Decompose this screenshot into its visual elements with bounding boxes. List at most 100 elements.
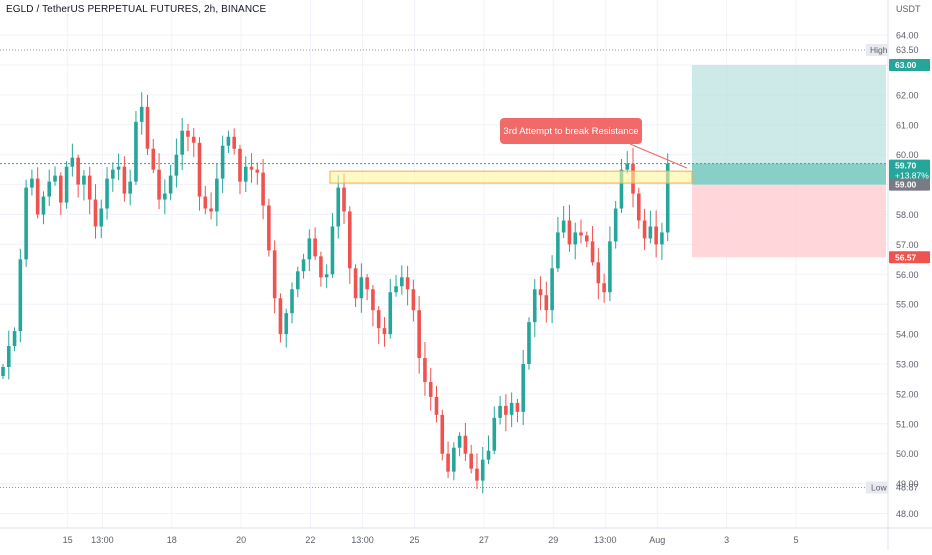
candle-body (272, 250, 277, 299)
candle-body (295, 271, 300, 290)
candle-body (105, 178, 109, 209)
candle-body (440, 414, 445, 454)
stop-badge-text: 56.57 (895, 252, 917, 262)
price-badge-text: 59.70 (895, 161, 917, 171)
candle-body (30, 178, 34, 188)
stop-zone (692, 184, 886, 258)
y-tick-label: 50.00 (896, 449, 919, 459)
candle-body (411, 289, 416, 311)
target-badge-bg (889, 59, 930, 71)
candle-body (544, 295, 549, 311)
candle-body (151, 148, 156, 170)
candle-body (584, 235, 589, 242)
candle-body (602, 283, 606, 293)
x-tick-label: 5 (793, 535, 798, 545)
candle-body (342, 187, 346, 212)
y-tick-label: 48.00 (896, 509, 919, 519)
candle-body (145, 106, 150, 149)
candle-body (428, 381, 433, 397)
candle-body (76, 157, 80, 185)
candle-body (388, 292, 393, 335)
candle-body (139, 106, 144, 122)
candle-body (307, 238, 312, 260)
candle-body (619, 169, 624, 209)
candle-body (134, 121, 138, 182)
candle-body (567, 220, 572, 245)
low-value: 48.87 (896, 482, 919, 492)
y-tick-label: 51.00 (896, 419, 919, 429)
candle-body (70, 157, 75, 167)
candle-body (290, 289, 294, 314)
candle-body (238, 148, 242, 182)
candle-body (168, 175, 173, 194)
candle-body (625, 163, 630, 170)
candle-body (261, 172, 265, 206)
candle-body (504, 405, 508, 415)
candle-body (642, 220, 647, 239)
candle-body (174, 154, 179, 176)
target-badge-text: 63.00 (895, 60, 917, 70)
candle-body (336, 187, 341, 227)
candle-body (590, 241, 595, 263)
candle-body (457, 435, 462, 448)
candle-body (538, 289, 543, 296)
x-tick-label: 13:00 (594, 535, 617, 545)
x-tick-label: Aug (649, 535, 665, 545)
entry-badge-bg (889, 178, 930, 191)
y-tick-label: 53.00 (896, 360, 919, 370)
candle-body (521, 364, 525, 412)
y-tick-label: 55.00 (896, 300, 919, 310)
low-tag-bg (866, 481, 888, 494)
candle-body (35, 178, 40, 215)
candle-body (111, 169, 115, 179)
candle-body (371, 289, 375, 311)
x-tick-label: 3 (724, 535, 729, 545)
candle-body (255, 169, 260, 173)
high-tag-bg (866, 44, 888, 57)
candle-body (157, 169, 161, 200)
y-tick-label: 61.00 (896, 120, 919, 130)
candle-body (382, 328, 387, 335)
y-tick-label: 58.00 (896, 210, 919, 220)
candle-body (249, 166, 254, 170)
resistance-zone (329, 170, 693, 184)
x-tick-label: 15 (63, 535, 73, 545)
filled-zone (692, 163, 886, 185)
candle-body (637, 193, 641, 221)
candle-body (365, 277, 369, 290)
candle-body (608, 241, 612, 293)
candle-body (613, 208, 618, 242)
candle-body (313, 238, 317, 257)
candle-body (215, 178, 219, 212)
candle-body (203, 196, 208, 209)
candle-body (359, 277, 364, 299)
high-value: 63.50 (896, 45, 919, 55)
candle-body (394, 286, 398, 293)
candle-body (376, 310, 381, 329)
y-tick-label: 57.00 (896, 240, 919, 250)
candle-body (278, 298, 283, 335)
candle-body (492, 417, 497, 451)
x-tick-label: 29 (548, 535, 558, 545)
candle-body (191, 136, 196, 143)
candle-body (556, 232, 560, 269)
x-tick-label: 25 (409, 535, 419, 545)
candle-body (579, 232, 583, 236)
candle-body (232, 136, 236, 149)
candle-body (99, 208, 104, 227)
candle-body (509, 402, 514, 415)
candle-body (561, 220, 566, 233)
candle-body (405, 277, 410, 290)
candle-body (163, 193, 167, 200)
y-tick-label: 56.00 (896, 270, 919, 280)
candle-body (284, 313, 289, 335)
candle-body (353, 268, 358, 299)
candle-body (498, 405, 502, 418)
candle-body (186, 130, 190, 137)
candle-body (47, 181, 52, 197)
candle-body (469, 453, 473, 469)
chart-title: EGLD / TetherUS PERPETUAL FUTURES, 2h, B… (6, 4, 267, 15)
